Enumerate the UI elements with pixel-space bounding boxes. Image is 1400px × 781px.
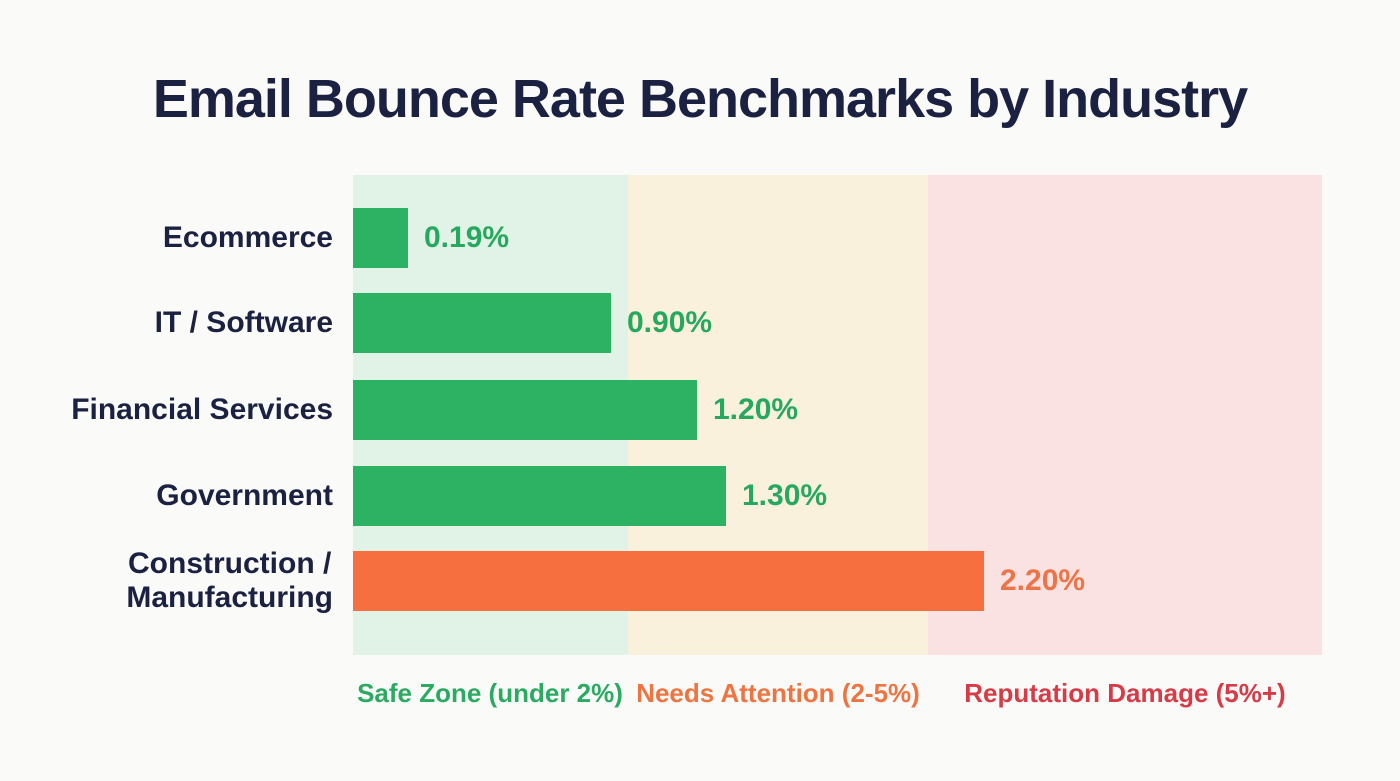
- legend-needs-attention: Needs Attention (2-5%): [636, 678, 920, 708]
- page-title: Email Bounce Rate Benchmarks by Industry: [152, 69, 1248, 129]
- value-label-government: 1.30%: [742, 479, 828, 512]
- value-label-construction-manufacturing: 2.20%: [1000, 564, 1086, 597]
- value-label-financial-services: 1.20%: [713, 393, 799, 426]
- category-label-text: Financial Services: [71, 392, 333, 426]
- bar-row: 1.20%: [353, 380, 1322, 440]
- value-label-ecommerce: 0.19%: [424, 221, 510, 254]
- category-label-text: Ecommerce: [162, 220, 333, 254]
- category-label-text: Government: [156, 478, 333, 512]
- bar-government: [353, 466, 726, 526]
- legend-safe-zone: Safe Zone (under 2%): [357, 678, 623, 708]
- bar-row: 2.20%: [353, 551, 1322, 611]
- value-label-it-software: 0.90%: [627, 306, 713, 339]
- category-label-financial-services: Financial Services: [0, 380, 333, 440]
- bar-row: 1.30%: [353, 466, 1322, 526]
- plot-area: 0.19% 0.90% 1.20% 1.30% 2.20%: [353, 175, 1322, 655]
- category-label-it-software: IT / Software: [0, 293, 333, 353]
- bar-it-software: [353, 293, 611, 353]
- category-label-construction-manufacturing: Construction / Manufacturing: [0, 547, 333, 615]
- category-label-ecommerce: Ecommerce: [0, 208, 333, 268]
- category-label-text: IT / Software: [154, 305, 333, 339]
- zone-bands: [353, 175, 1322, 655]
- bar-ecommerce: [353, 208, 408, 268]
- category-label-text: Construction / Manufacturing: [126, 546, 333, 615]
- bar-financial-services: [353, 380, 697, 440]
- bar-row: 0.90%: [353, 293, 1322, 353]
- zone-band-reputation-damage: [928, 175, 1322, 655]
- category-label-government: Government: [0, 466, 333, 526]
- legend-reputation-damage: Reputation Damage (5%+): [964, 678, 1286, 708]
- bar-row: 0.19%: [353, 208, 1322, 268]
- bar-construction-manufacturing: [353, 551, 984, 611]
